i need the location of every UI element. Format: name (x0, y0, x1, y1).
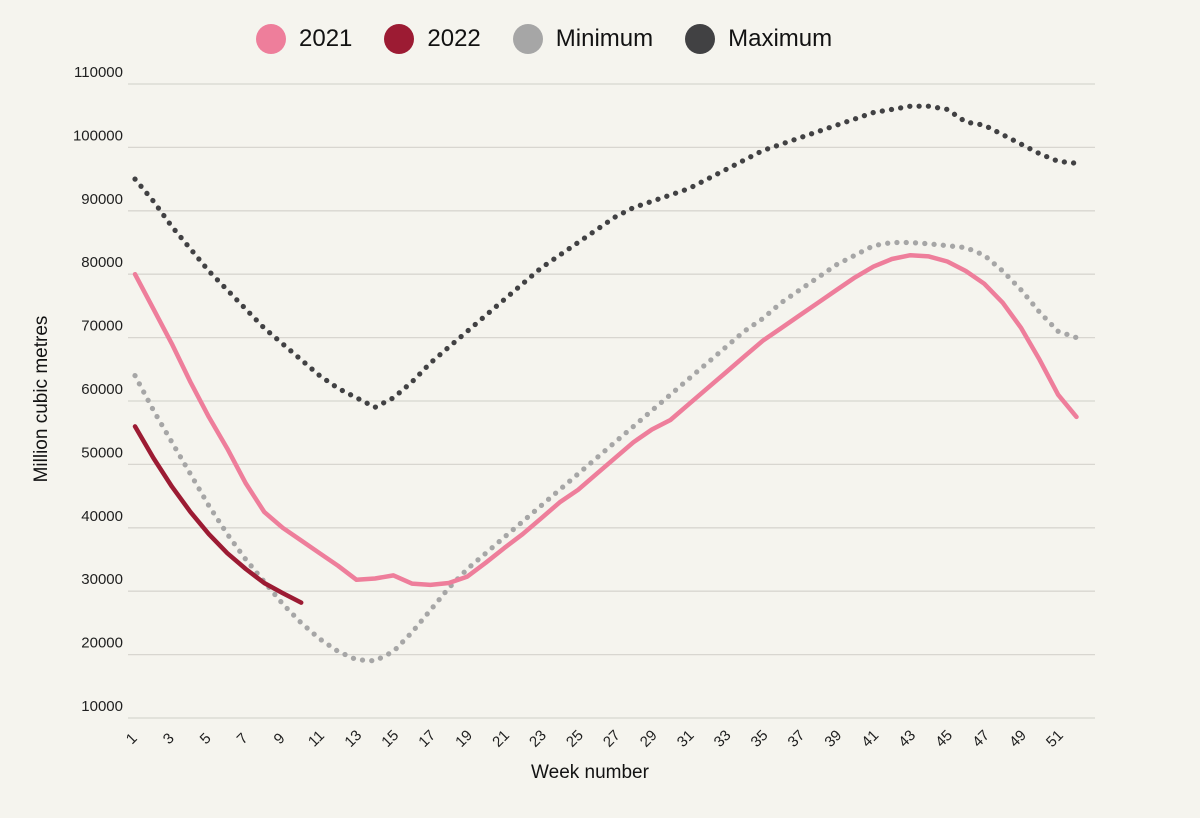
series-line-2021 (132, 252, 1079, 588)
x-tick-label: 15 (378, 727, 402, 751)
x-tick-label: 5 (197, 730, 215, 748)
x-tick-label: 23 (526, 727, 550, 751)
x-tick-label: 47 (969, 727, 993, 751)
x-tick-label: 7 (234, 730, 252, 748)
x-tick-label: 21 (489, 727, 513, 751)
legend-label-2021: 2021 (299, 25, 353, 52)
y-tick-label: 90000 (81, 191, 123, 208)
y-axis-title: Million cubic metres (31, 315, 52, 483)
series-line-maximum (132, 103, 1080, 410)
y-tick-label: 10000 (81, 698, 123, 715)
x-tick-label: 37 (785, 727, 809, 751)
legend-item-2021: 2021 (256, 24, 352, 54)
x-tick-label: 29 (637, 727, 661, 751)
x-tick-label: 45 (932, 727, 956, 751)
x-tick-label: 49 (1006, 727, 1030, 751)
x-tick-label: 27 (600, 727, 624, 751)
x-tick-label: 33 (711, 727, 735, 751)
legend-swatch-minimum-icon (512, 24, 543, 54)
x-tick-label: 1 (123, 730, 141, 748)
y-tick-label: 30000 (81, 571, 123, 588)
x-tick-label: 9 (271, 730, 289, 748)
y-tick-label: 80000 (81, 254, 123, 271)
legend-item-minimum: Minimum (512, 24, 654, 54)
x-tick-label: 3 (160, 730, 178, 748)
y-tick-label: 70000 (81, 318, 123, 335)
x-axis-title: Week number (531, 762, 649, 783)
y-tick-label: 100000 (73, 127, 123, 144)
x-tick-label: 11 (305, 727, 328, 750)
y-tick-label: 110000 (74, 64, 123, 81)
x-tick-label: 25 (563, 727, 587, 751)
y-tick-label: 20000 (81, 635, 123, 652)
legend: 2021 2022 Minimum Maximum (256, 24, 832, 54)
y-tick-label: 50000 (81, 444, 123, 461)
x-tick-label: 17 (415, 727, 439, 751)
legend-label-maximum: Maximum (728, 25, 833, 52)
legend-label-2022: 2022 (427, 25, 481, 52)
legend-item-2022: 2022 (384, 24, 481, 54)
x-tick-label: 19 (452, 727, 476, 751)
x-tick-label: 39 (821, 727, 845, 751)
series-line-minimum (132, 239, 1080, 664)
x-tick-label: 41 (858, 727, 882, 751)
legend-label-minimum: Minimum (555, 25, 654, 52)
y-tick-label: 60000 (81, 381, 123, 398)
x-tick-label: 31 (674, 727, 698, 751)
legend-swatch-2022-icon (384, 24, 415, 54)
x-tick-label: 51 (1043, 727, 1067, 751)
series-line-2022 (132, 424, 304, 605)
legend-item-maximum: Maximum (685, 24, 832, 54)
legend-swatch-maximum-icon (685, 24, 716, 54)
x-tick-label: 43 (895, 727, 919, 751)
x-tick-label: 13 (341, 727, 365, 751)
legend-swatch-2021-icon (256, 24, 286, 54)
x-tick-label: 35 (748, 727, 772, 751)
y-tick-label: 40000 (81, 508, 123, 525)
